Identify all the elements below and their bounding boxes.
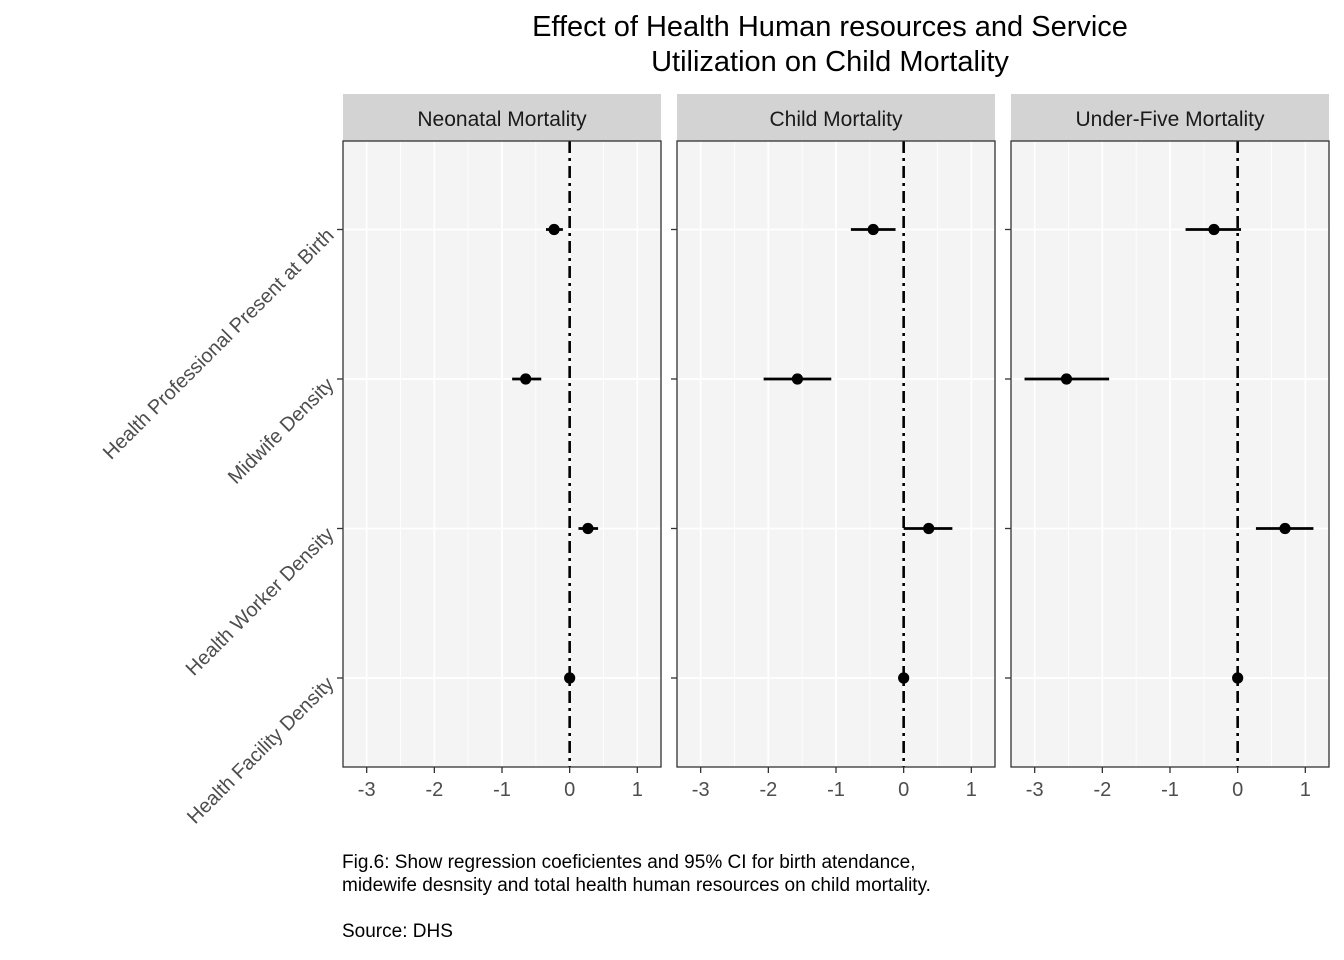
y-category-label: Health Professional Present at Birth: [99, 224, 339, 464]
y-category-label: Health Worker Density: [182, 523, 339, 680]
x-tick-label: -1: [827, 779, 845, 801]
caption-line-2: midewife desnsity and total health human…: [342, 875, 931, 896]
x-tick-label: -1: [1161, 779, 1179, 801]
facet-panel-1: Neonatal Mortality -3 -2 -1 0 1: [337, 94, 662, 801]
facet-panel-2: Child Mortality -3 -2 -1 0 1: [671, 94, 996, 801]
x-tick-label: 0: [1232, 779, 1243, 801]
x-tick-label: -2: [425, 779, 443, 801]
facet-strip: [343, 94, 661, 141]
x-tick-label: -1: [493, 779, 511, 801]
estimate-point: [520, 373, 532, 385]
x-tick-label: -2: [1093, 779, 1111, 801]
estimate-point: [1279, 522, 1291, 535]
facet-strip-label: Under-Five Mortality: [1075, 108, 1265, 131]
estimate-point: [564, 672, 576, 684]
caption-line-1: Fig.6: Show regression coeficientes and …: [342, 852, 916, 873]
facet-strip: [1011, 94, 1329, 141]
estimate-point: [923, 522, 935, 535]
estimate-point: [1060, 373, 1073, 385]
estimate-point: [867, 223, 879, 236]
x-tick-label: 0: [898, 779, 909, 801]
x-tick-label: 1: [632, 779, 643, 801]
x-tick-label: -3: [358, 779, 376, 801]
estimate-point: [1232, 672, 1244, 684]
facet-strip-label: Neonatal Mortality: [417, 108, 587, 131]
y-category-label: Health Facility Density: [183, 673, 338, 828]
x-tick-label: -2: [759, 779, 777, 801]
estimate-point: [548, 223, 560, 236]
x-tick-label: 1: [1300, 779, 1311, 801]
facet-panel-3: Under-Five Mortality -3 -2 -1 0 1: [1005, 94, 1330, 801]
y-category-label: Midwife Density: [224, 374, 339, 489]
x-tick-label: -3: [1026, 779, 1044, 801]
estimate-point: [582, 522, 594, 535]
x-tick-label: 0: [564, 779, 575, 801]
chart-title-line-2: Utilization on Child Mortality: [651, 46, 1009, 78]
estimate-point: [791, 373, 804, 385]
facet-strip: [677, 94, 995, 141]
chart-title-line-1: Effect of Health Human resources and Ser…: [532, 11, 1128, 43]
facet-strip-label: Child Mortality: [769, 108, 903, 131]
x-tick-label: 1: [966, 779, 977, 801]
source-note: Source: DHS: [342, 921, 453, 942]
x-tick-label: -3: [692, 779, 710, 801]
estimate-point: [898, 672, 910, 684]
estimate-point: [1208, 223, 1220, 236]
